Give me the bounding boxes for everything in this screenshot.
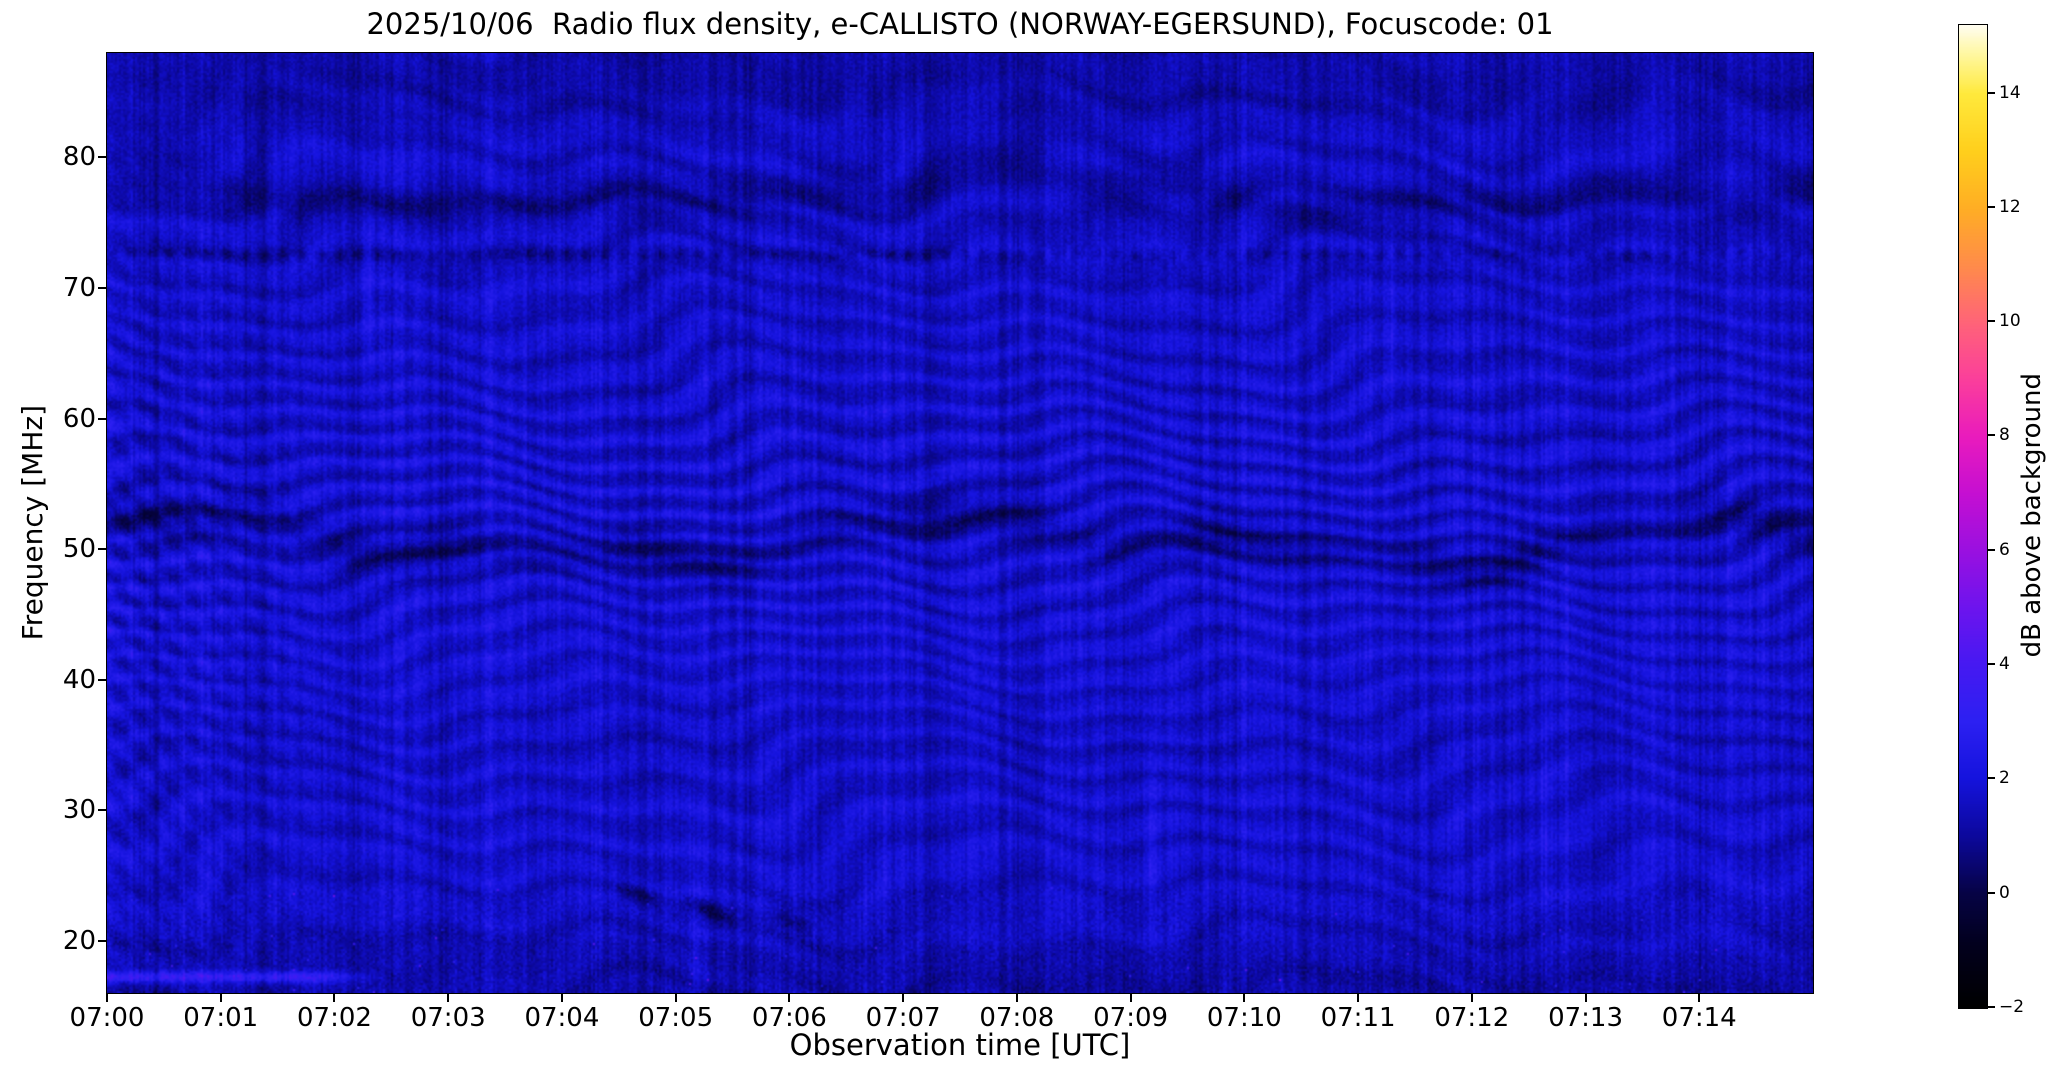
x-tick-mark [333, 994, 336, 1002]
x-tick-label: 07:12 [1434, 1003, 1510, 1033]
x-axis-label: Observation time [UTC] [789, 1028, 1131, 1062]
colorbar-gradient-canvas [1959, 25, 1987, 1008]
y-tick-mark [98, 809, 106, 812]
x-tick-label: 07:02 [296, 1003, 372, 1033]
y-axis-label: Frequency [MHz] [15, 405, 49, 641]
colorbar-tick-mark [1988, 663, 1995, 666]
x-tick-label: 07:11 [1320, 1003, 1396, 1033]
colorbar-tick-label: 4 [1999, 654, 2010, 675]
chart-title: 2025/10/06 Radio flux density, e-CALLIST… [366, 7, 1554, 41]
colorbar-tick-label: −2 [1999, 997, 2025, 1017]
y-tick-label: 80 [62, 142, 96, 173]
x-tick-mark [1584, 994, 1587, 1002]
y-tick-label: 30 [62, 795, 96, 826]
colorbar-tick-mark [1988, 434, 1995, 437]
x-tick-mark [1015, 994, 1018, 1002]
x-tick-label: 07:10 [1206, 1003, 1282, 1033]
colorbar-tick-mark [1988, 777, 1995, 780]
x-tick-label: 07:00 [69, 1003, 145, 1033]
x-tick-label: 07:05 [638, 1003, 714, 1033]
x-tick-mark [902, 994, 905, 1002]
colorbar-tick-mark [1988, 891, 1995, 894]
x-tick-label: 07:14 [1661, 1003, 1737, 1033]
colorbar [1958, 24, 1988, 1009]
colorbar-tick-label: 14 [1999, 82, 2021, 103]
x-tick-mark [1129, 994, 1132, 1002]
colorbar-tick-label: 2 [1999, 768, 2010, 789]
x-tick-mark [1470, 994, 1473, 1002]
x-tick-label: 07:03 [410, 1003, 486, 1033]
x-tick-mark [674, 994, 677, 1002]
x-tick-label: 07:08 [979, 1003, 1055, 1033]
x-tick-label: 07:07 [865, 1003, 941, 1033]
spectrogram-canvas [107, 53, 1813, 993]
y-axis-label-wrap: Frequency [MHz] [14, 53, 50, 993]
y-tick-mark [98, 156, 106, 159]
x-tick-mark [219, 994, 222, 1002]
colorbar-tick-label: 12 [1999, 196, 2021, 217]
x-tick-label: 07:04 [524, 1003, 600, 1033]
colorbar-tick-label: 8 [1999, 425, 2010, 446]
y-tick-label: 60 [62, 403, 96, 434]
y-tick-mark [98, 939, 106, 942]
y-tick-mark [98, 287, 106, 289]
y-tick-mark [98, 678, 106, 681]
y-tick-label: 70 [62, 273, 96, 303]
colorbar-tick-mark [1988, 320, 1995, 323]
y-tick-label: 40 [62, 664, 96, 695]
x-tick-mark [1243, 994, 1246, 1002]
x-tick-mark [106, 994, 108, 1002]
y-tick-label: 50 [62, 534, 96, 565]
x-tick-label: 07:13 [1548, 1003, 1623, 1033]
colorbar-tick-mark [1988, 91, 1995, 94]
x-tick-mark [1357, 994, 1360, 1002]
plot-area [106, 52, 1814, 994]
y-tick-mark [98, 417, 106, 420]
colorbar-label-wrap: dB above background [2016, 24, 2047, 1007]
x-tick-mark [788, 994, 791, 1002]
x-tick-label: 07:06 [751, 1003, 827, 1033]
x-tick-mark [1698, 994, 1701, 1002]
colorbar-tick-mark [1988, 205, 1995, 208]
x-tick-label: 07:01 [183, 1003, 259, 1033]
x-tick-mark [447, 994, 450, 1002]
y-tick-label: 20 [62, 925, 96, 956]
colorbar-tick-label: 0 [1999, 882, 2010, 903]
colorbar-label: dB above background [2016, 373, 2047, 658]
colorbar-tick-label: 6 [1999, 539, 2010, 560]
x-tick-label: 07:09 [1093, 1003, 1169, 1033]
x-tick-mark [560, 994, 563, 1002]
colorbar-tick-mark [1988, 1006, 1995, 1008]
colorbar-tick-mark [1988, 548, 1995, 551]
colorbar-tick-label: 10 [1999, 311, 2021, 332]
y-tick-mark [98, 548, 106, 551]
